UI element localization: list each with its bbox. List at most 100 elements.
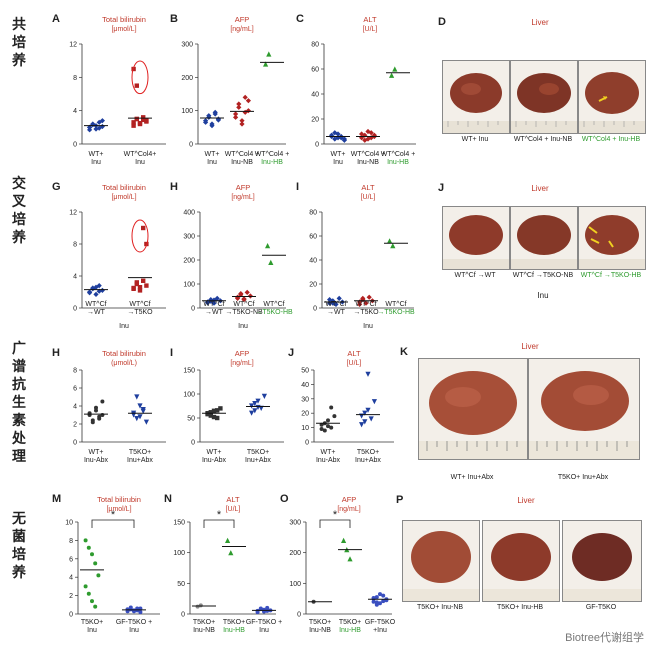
data-point — [233, 114, 239, 120]
data-point — [96, 573, 101, 578]
data-point — [209, 123, 215, 129]
data-point — [137, 403, 143, 409]
data-point — [83, 538, 88, 543]
data-point — [389, 72, 395, 78]
data-point — [134, 416, 140, 422]
y-tick-label: 80 — [311, 42, 319, 49]
panel-P-caption-3: GF-T5KO — [585, 604, 617, 611]
panel-J2-title: ALT — [347, 349, 361, 358]
data-point — [381, 593, 386, 598]
data-point — [208, 413, 213, 418]
data-point — [218, 406, 223, 411]
data-point — [258, 606, 263, 611]
data-point — [239, 121, 245, 127]
panel-N-unit: [U/L] — [226, 506, 241, 513]
y-tick-label: 4 — [73, 108, 77, 115]
significance-bracket — [319, 519, 351, 528]
panel-P-photo-3 — [562, 520, 642, 602]
data-point — [341, 537, 347, 543]
panel-O-unit: [ng/mL] — [337, 506, 360, 513]
panel-D-title: Liver — [531, 18, 549, 27]
data-point — [255, 610, 260, 615]
data-point — [138, 610, 143, 615]
category-label: Inu-NB — [193, 627, 215, 634]
data-point — [335, 131, 341, 137]
panel-A-unit: [μmol/L] — [111, 26, 136, 33]
data-point — [211, 408, 217, 413]
panel-I-letter: I — [296, 181, 299, 193]
panel-I-title: ALT — [361, 183, 375, 192]
data-point — [365, 136, 371, 142]
y-tick-label: 100 — [183, 282, 195, 289]
category-label: WT^Col4 + — [351, 151, 386, 158]
category-label: GF-T5KO + — [246, 619, 282, 626]
category-label: T5KO+ — [81, 619, 103, 626]
data-point — [144, 241, 149, 247]
y-tick-label: 200 — [289, 550, 301, 557]
data-point — [252, 401, 258, 407]
y-tick-label: 0 — [189, 142, 193, 149]
data-point — [140, 408, 146, 414]
y-tick-label: 50 — [177, 581, 185, 588]
significance-star: * — [111, 509, 116, 521]
outlier-circle — [131, 60, 149, 95]
y-tick-label: 200 — [183, 258, 195, 265]
panel-I2-chart: I AFP [ng/mL] 0 50 100 150 WT+Inu-Abx T5KO+Inu+A… — [170, 347, 284, 464]
data-point — [374, 600, 379, 605]
panel-H2-chart: H Total bilirubin (μmol/L) 0 2 4 6 8 WT+Inu-Abx T… — [52, 347, 166, 464]
y-tick-label: 8 — [73, 75, 77, 82]
panel-I2-title: AFP — [235, 349, 250, 358]
data-point — [236, 104, 242, 110]
panel-C-unit: [U/L] — [363, 26, 378, 33]
data-point — [322, 428, 327, 433]
data-point — [239, 118, 245, 124]
y-tick-label: 150 — [183, 368, 195, 375]
y-tick-label: 60 — [311, 67, 319, 74]
data-point — [137, 288, 143, 293]
significance-bracket — [91, 519, 135, 528]
y-tick-label: 100 — [289, 581, 301, 588]
y-tick-label: 4 — [73, 404, 77, 411]
category-label: Inu-Abx — [316, 457, 341, 464]
panel-J-photo-3 — [578, 206, 646, 270]
data-point — [387, 238, 393, 244]
panel-J2-chart: J ALT [U/L] 0 10 20 30 40 50 WT+Inu-Abx T5KO+Inu+A… — [288, 347, 394, 464]
panel-J-caption-2: WT^Cf →T5KO-NB — [512, 272, 574, 279]
y-tick-label: 12 — [69, 210, 77, 217]
category-label: Inu — [129, 627, 139, 634]
watermark-text: Biotree代谢组学 — [565, 632, 644, 644]
category-label: Inu — [207, 159, 217, 166]
category-label: WT+ — [89, 449, 104, 456]
y-tick-label: 0 — [313, 306, 317, 313]
data-point — [134, 116, 139, 122]
category-label: WT+ — [207, 449, 222, 456]
data-point — [332, 414, 337, 419]
data-point — [268, 259, 274, 265]
data-point — [215, 415, 220, 421]
data-point — [228, 550, 234, 556]
data-point — [99, 118, 105, 124]
data-point — [131, 120, 136, 125]
y-tick-label: 100 — [183, 392, 195, 399]
panel-K-letter: K — [400, 346, 408, 358]
panel-O-letter: O — [280, 493, 289, 505]
category-label: T5KO+ — [357, 449, 379, 456]
data-point — [212, 111, 218, 117]
category-label: WT^Cf — [203, 301, 224, 308]
y-tick-label: 60 — [309, 234, 317, 241]
category-label: WT^Col4 + — [381, 151, 416, 158]
category-label: WT^Cf — [355, 301, 376, 308]
category-label: Inu+Abx — [127, 457, 153, 464]
panel-I-unit: [U/L] — [361, 194, 376, 201]
y-tick-label: 20 — [311, 117, 319, 124]
category-label: T5KO+ — [339, 619, 361, 626]
data-point — [203, 119, 209, 125]
panel-G-letter: G — [52, 181, 61, 193]
data-point — [241, 296, 247, 302]
y-tick-label: 10 — [65, 520, 73, 527]
y-tick-label: 40 — [309, 258, 317, 265]
data-point — [208, 410, 213, 415]
y-tick-label: 30 — [301, 396, 309, 403]
category-label: Inu-Abx — [84, 457, 109, 464]
y-tick-label: 40 — [301, 382, 309, 389]
